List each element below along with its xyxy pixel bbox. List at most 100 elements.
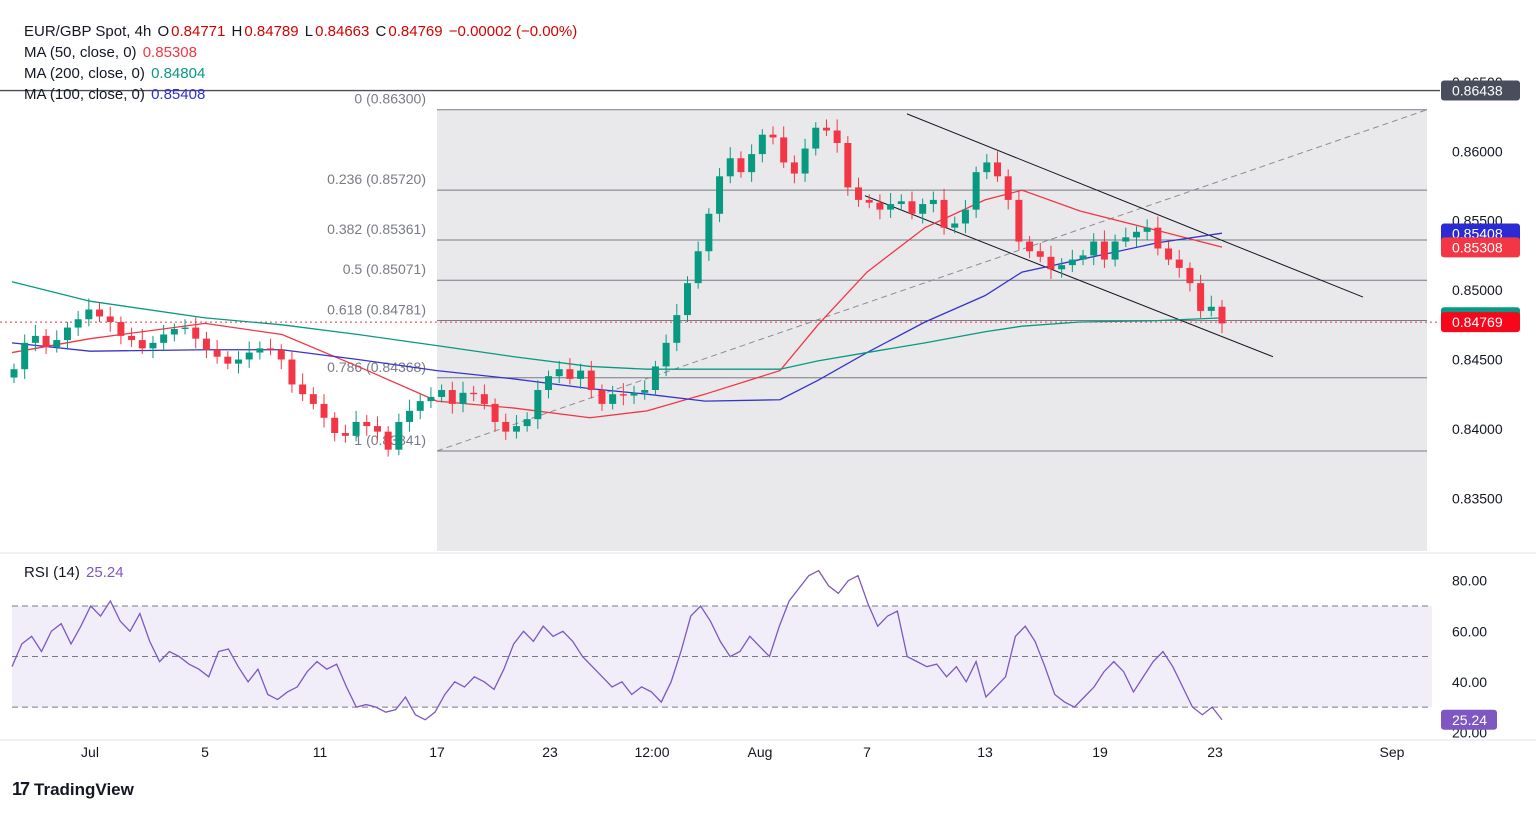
ma200-label: MA (200, close, 0)	[24, 65, 145, 82]
rsi-axis-tick-label: 40.00	[1452, 674, 1487, 690]
candle-body	[1047, 256, 1055, 270]
candle-body	[1036, 251, 1044, 257]
ma100-legend[interactable]: MA (100, close, 0) 0.85408	[24, 85, 207, 105]
ma100-label: MA (100, close, 0)	[24, 86, 145, 103]
time-axis-tick-label: 23	[1207, 744, 1223, 760]
rsi-axis-tick-label: 80.00	[1452, 573, 1487, 589]
candle-body	[181, 327, 189, 329]
candle-body	[822, 127, 830, 131]
candle-body	[373, 426, 381, 432]
time-axis-tick-label: 13	[977, 744, 993, 760]
candle-body	[844, 143, 852, 188]
candle-body	[908, 201, 916, 214]
candle-body	[865, 199, 873, 203]
fib-level-label: 0.618 (0.84781)	[327, 301, 426, 317]
candle-body	[256, 348, 264, 353]
candle-body	[801, 148, 809, 174]
candle-body	[961, 209, 969, 224]
candle-body	[951, 223, 959, 228]
ma-series-line-2	[11, 281, 1223, 370]
candle-body	[234, 359, 242, 364]
candle-body	[705, 213, 713, 252]
time-axis-tick-label: 17	[429, 744, 445, 760]
ma50-legend[interactable]: MA (50, close, 0) 0.85308	[24, 43, 199, 63]
candle-body	[790, 162, 798, 174]
candle-body	[427, 396, 435, 402]
candle-body	[716, 176, 724, 214]
rsi-value-tag-label: 25.24	[1452, 712, 1487, 728]
price-axis-tick-label: 0.86000	[1452, 143, 1503, 159]
candle-body	[780, 137, 788, 163]
candle-body	[1100, 241, 1108, 260]
tradingview-logo-icon: 17	[12, 779, 30, 799]
candle-body	[491, 403, 499, 422]
candle-body	[502, 421, 510, 432]
candle-body	[833, 130, 841, 143]
time-axis-tick-label: Sep	[1380, 744, 1405, 760]
close-label: C	[375, 23, 387, 40]
candle-body	[887, 204, 895, 210]
candle-body	[737, 158, 745, 173]
candle-body	[566, 369, 574, 379]
price-axis-tick-label: 0.83500	[1452, 490, 1503, 506]
candle-body	[897, 201, 905, 205]
rsi-series-line	[11, 569, 1223, 721]
candle-body	[21, 342, 29, 370]
fib-level-label: 0.236 (0.85720)	[327, 171, 426, 187]
candle-body	[651, 366, 659, 391]
rsi-value-tag	[1441, 709, 1497, 730]
ma200-legend[interactable]: MA (200, close, 0) 0.84804	[24, 64, 207, 84]
candle-body	[277, 349, 285, 360]
candle-body	[1079, 255, 1087, 260]
price-axis-tick-label: 0.84500	[1452, 351, 1503, 367]
candle-body	[1132, 231, 1140, 238]
tradingview-logo[interactable]: 17 TradingView	[12, 779, 134, 800]
candle-body	[630, 392, 638, 396]
fib-level-label: 0.5 (0.85071)	[343, 261, 426, 277]
candle-body	[587, 370, 595, 391]
price-axis-tick-label: 0.84000	[1452, 421, 1503, 437]
candle-body	[855, 187, 863, 200]
candle-body	[929, 199, 937, 205]
candle-body	[267, 348, 275, 350]
change-value: −0.00002 (−0.00%)	[448, 23, 578, 40]
open-value: 0.84771	[171, 23, 226, 40]
candle-body	[1218, 306, 1226, 324]
candle-body	[470, 392, 478, 395]
candle-body	[96, 309, 104, 317]
time-axis-tick-label: 12:00	[634, 744, 669, 760]
candle-body	[694, 251, 702, 284]
time-axis-tick-label: Jul	[81, 744, 99, 760]
candle-body	[213, 349, 221, 357]
candle-body	[1143, 227, 1151, 232]
candle-body	[994, 162, 1002, 177]
ma50-value: 0.85308	[142, 44, 197, 61]
price-tag-badge	[1441, 237, 1520, 258]
candle-body	[972, 172, 980, 210]
candle-body	[202, 338, 210, 350]
candle-body	[384, 431, 392, 450]
candle-body	[128, 335, 136, 341]
ma-series-line-0	[11, 189, 1223, 419]
rsi-legend[interactable]: RSI (14) 25.24	[24, 563, 126, 583]
candle-body	[192, 327, 200, 339]
candle-body	[299, 384, 307, 395]
fib-level-label: 0.786 (0.84368)	[327, 359, 426, 375]
candle-body	[341, 433, 349, 436]
open-label: O	[157, 23, 170, 40]
candle-body	[512, 426, 520, 432]
time-axis-tick-label: Aug	[748, 744, 773, 760]
candle-body	[320, 403, 328, 418]
candle-body	[534, 390, 542, 420]
candle-body	[726, 158, 734, 177]
candle-body	[53, 340, 61, 347]
time-axis-tick-label: 5	[201, 744, 209, 760]
time-axis-tick-label: 11	[313, 744, 328, 760]
candle-body	[1186, 267, 1194, 284]
candle-body	[363, 421, 371, 427]
candle-body	[170, 328, 178, 335]
candle-body	[1197, 283, 1205, 311]
candle-body	[876, 202, 884, 210]
